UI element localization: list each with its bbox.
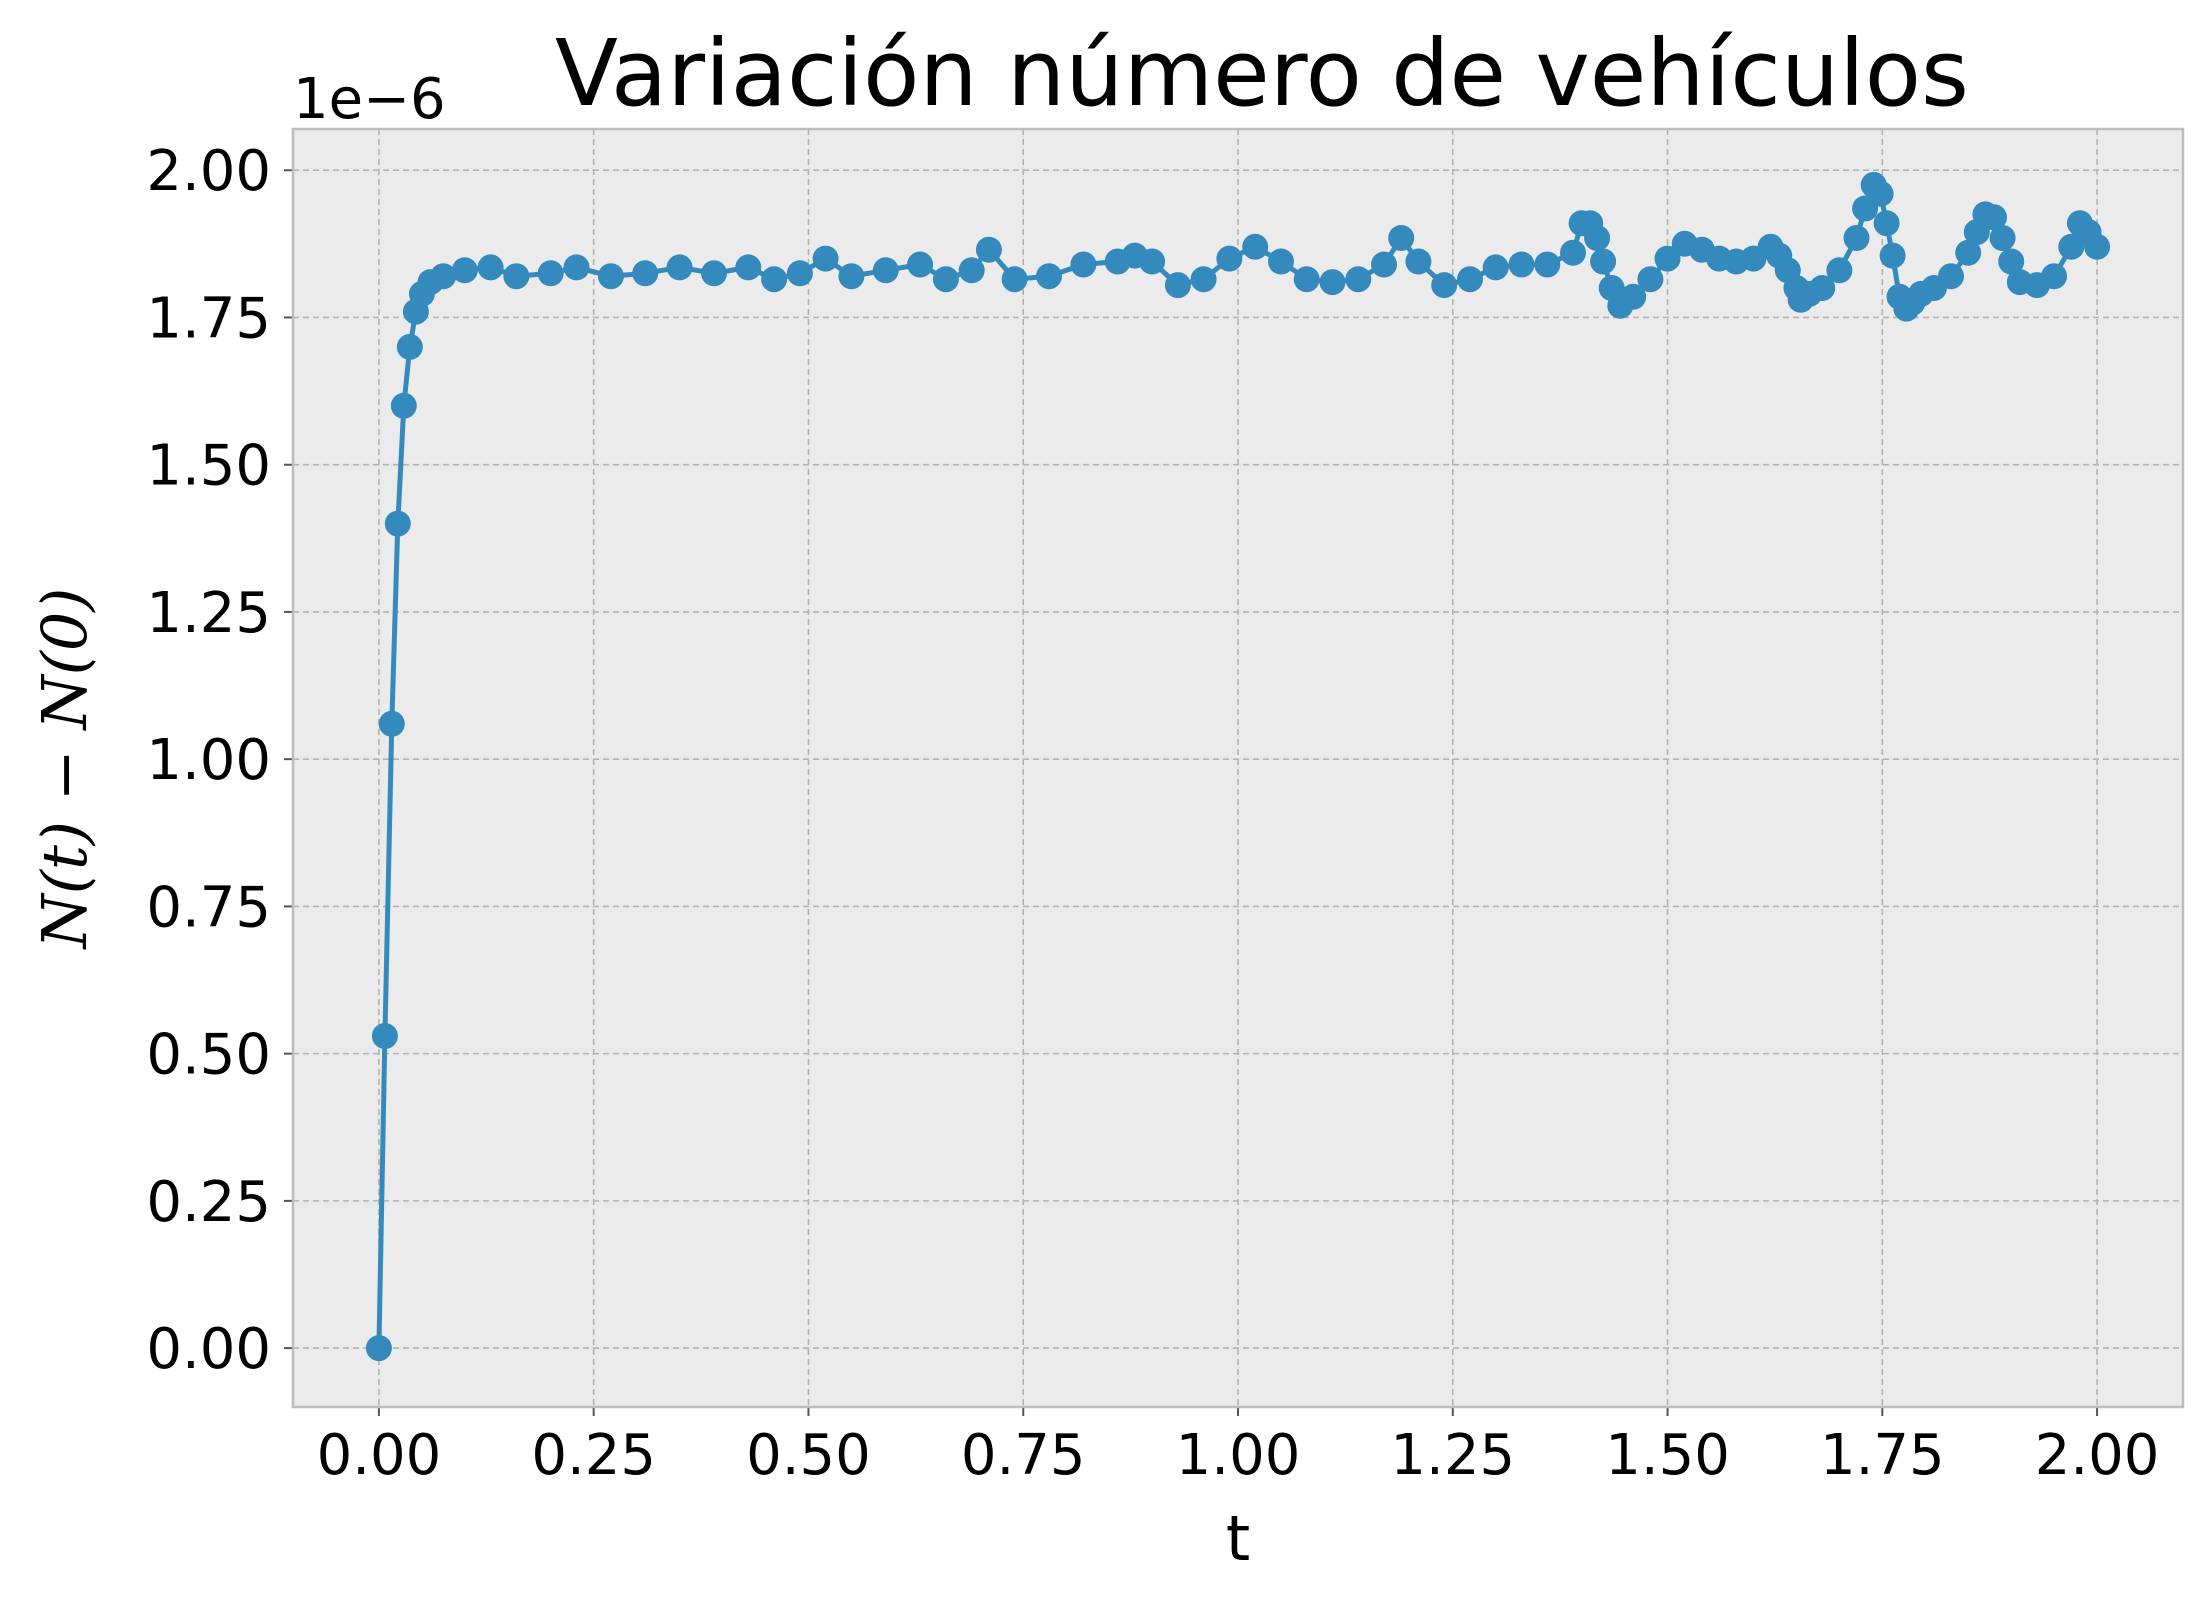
data-point (786, 260, 813, 287)
data-point (666, 254, 693, 281)
data-point (396, 333, 423, 360)
data-point (1873, 210, 1900, 237)
grid-lines (293, 129, 2183, 1407)
data-point (838, 263, 865, 290)
data-point (1457, 266, 1483, 293)
data-point (701, 260, 727, 287)
data-point (1431, 272, 1458, 299)
data-point (2084, 233, 2111, 260)
y-tick-label: 1.50 (146, 434, 271, 499)
data-point (1268, 248, 1294, 275)
x-tick-label: 0.50 (746, 1423, 871, 1488)
data-point (975, 236, 1002, 263)
data-point (1938, 263, 1964, 290)
data-point (371, 1023, 398, 1049)
plot-area-frame (291, 127, 2185, 1409)
data-point (632, 260, 659, 287)
x-tick-label: 1.25 (1390, 1423, 1515, 1488)
data-point (1654, 245, 1681, 272)
data-point (1164, 272, 1191, 299)
data-point (1867, 180, 1894, 207)
y-tick-label: 1.75 (146, 286, 271, 351)
y-tick-label: 1.25 (146, 581, 271, 646)
axis-ticks (284, 169, 2099, 1416)
x-tick-label: 0.00 (317, 1423, 442, 1488)
x-tick-label: 2.00 (2035, 1423, 2160, 1488)
x-tick-label: 0.75 (961, 1423, 1086, 1488)
data-point (477, 254, 504, 281)
data-point (1190, 266, 1217, 293)
data-point (1590, 248, 1617, 275)
data-point (1584, 225, 1611, 251)
data-point (1371, 251, 1397, 278)
data-point (1405, 248, 1432, 275)
data-point (1879, 242, 1906, 269)
data-point (1560, 239, 1586, 266)
data-point (365, 1335, 392, 1362)
data-point (1989, 225, 2016, 251)
data-series (365, 171, 2111, 1362)
data-point (1809, 275, 1836, 301)
data-point (907, 251, 934, 278)
data-point (1620, 283, 1647, 310)
data-point (1534, 251, 1561, 278)
x-tick-label: 1.50 (1605, 1423, 1730, 1488)
data-point (1293, 266, 1320, 293)
axis-tick-labels: 0.00 0.25 0.50 0.75 1.00 1.25 1.50 1.75 2.00 0.00… (146, 139, 2159, 1488)
data-point (1001, 266, 1028, 293)
data-point (537, 260, 564, 287)
data-point (1319, 269, 1346, 296)
chart-title: Variación número de vehículos (555, 20, 1969, 127)
data-point (1388, 225, 1415, 251)
data-point (812, 245, 839, 272)
y-tick-label: 2.00 (146, 139, 271, 204)
data-point (384, 510, 411, 537)
data-point (1981, 204, 2007, 231)
data-point (761, 266, 788, 293)
data-point (1482, 254, 1509, 281)
data-point (1826, 257, 1853, 284)
data-point (932, 266, 959, 293)
data-point (1242, 233, 1269, 260)
data-point (1216, 245, 1243, 272)
data-point (2041, 263, 2068, 290)
data-point (1139, 248, 1166, 275)
data-point (1070, 251, 1097, 278)
x-tick-label: 0.25 (531, 1423, 656, 1488)
data-point (378, 710, 405, 737)
x-tick-label: 1.75 (1820, 1423, 1945, 1488)
data-point (1998, 248, 2025, 275)
y-tick-label: 1.00 (146, 728, 271, 793)
data-point (958, 257, 985, 284)
y-tick-label: 0.50 (146, 1023, 271, 1088)
y-tick-label: 0.75 (146, 875, 271, 940)
y-tick-label: 0.25 (146, 1170, 271, 1235)
data-point (2058, 233, 2085, 260)
data-point (872, 257, 899, 284)
data-point (1345, 266, 1372, 293)
data-point (1508, 251, 1535, 278)
data-point (1637, 266, 1664, 293)
data-point (430, 263, 457, 290)
y-tick-label: 0.00 (146, 1317, 271, 1382)
data-point (503, 263, 530, 290)
data-point (1036, 263, 1062, 290)
data-point (735, 254, 762, 281)
data-point (451, 257, 478, 284)
data-point (597, 263, 624, 290)
x-axis-label: t (1226, 1502, 1250, 1575)
data-point (390, 392, 417, 419)
y-axis-offset-label: 1e−6 (293, 67, 446, 132)
data-point (1955, 239, 1982, 266)
data-point (563, 254, 590, 281)
y-axis-label: N(t) − N(0) (28, 588, 101, 951)
data-point (1843, 225, 1870, 251)
x-tick-label: 1.00 (1176, 1423, 1301, 1488)
